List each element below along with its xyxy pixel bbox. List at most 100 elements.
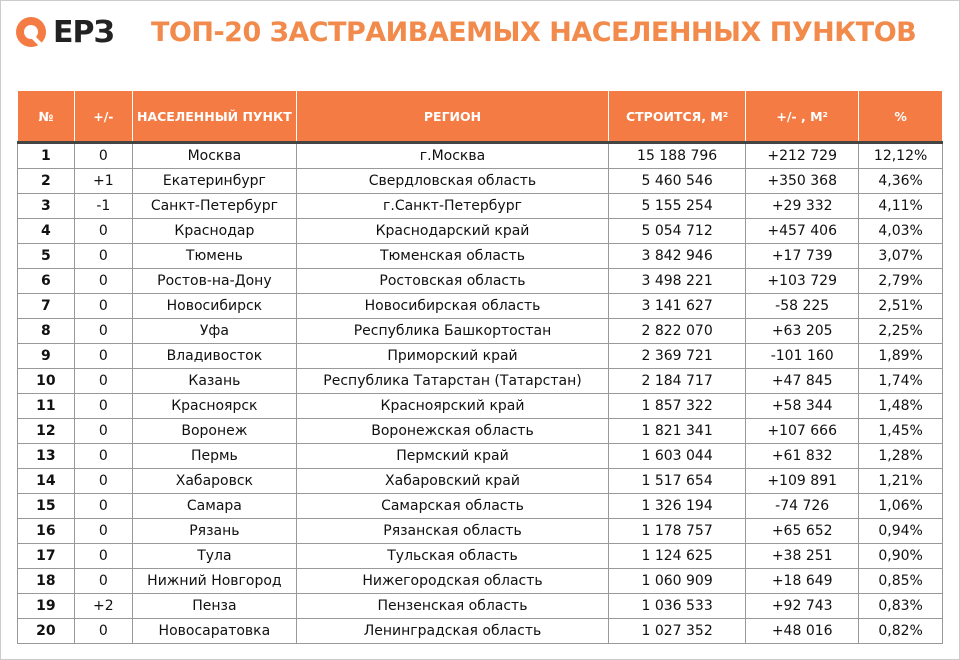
table-cell: 5 460 546 xyxy=(608,168,747,194)
table-cell: 1,21% xyxy=(858,468,943,494)
table-cell: 4,11% xyxy=(858,193,943,219)
table-cell: 1,74% xyxy=(858,368,943,394)
table-row: 8 0 Уфа Республика Башкортостан 2 822 070 +63… xyxy=(17,318,943,344)
table-cell: +350 368 xyxy=(745,168,860,194)
table-body: 1 0 Москва г.Москва 15 188 796 +212 729 12,12%… xyxy=(17,142,943,644)
table-cell: 5 054 712 xyxy=(608,218,747,244)
table-cell: +38 251 xyxy=(745,543,860,569)
table-cell: Нижний Новгород xyxy=(131,568,297,594)
table-cell: 0 xyxy=(73,418,133,444)
table-cell: +48 016 xyxy=(745,618,860,644)
table-cell: 1 036 533 xyxy=(608,593,747,619)
table-cell: +17 739 xyxy=(745,243,860,269)
table-cell: Самарская область xyxy=(295,493,610,519)
table-cell: 3 xyxy=(17,193,75,219)
table-cell: 4 xyxy=(17,218,75,244)
table-cell: 1,28% xyxy=(858,443,943,469)
table-row: 7 0 Новосибирск Новосибирская область 3 141 … xyxy=(17,293,943,319)
header-row: № +/- НАСЕЛЕННЫЙ ПУНКТ РЕГИОН СТРОИТСЯ, М² +/… xyxy=(17,90,943,144)
table-cell: 12 xyxy=(17,418,75,444)
table-cell: +103 729 xyxy=(745,268,860,294)
table-cell: 0,83% xyxy=(858,593,943,619)
table-row: 18 0 Нижний Новгород Нижегородская область 1… xyxy=(17,568,943,594)
table-cell: Хабаровский край xyxy=(295,468,610,494)
table-row: 4 0 Краснодар Краснодарский край 5 054 712 +4… xyxy=(17,218,943,244)
table-cell: +18 649 xyxy=(745,568,860,594)
table-cell: -74 726 xyxy=(745,493,860,519)
table-cell: Республика Татарстан (Татарстан) xyxy=(295,368,610,394)
table-cell: Краснодарский край xyxy=(295,218,610,244)
table-cell: Новосибирск xyxy=(131,293,297,319)
table-cell: 0,82% xyxy=(858,618,943,644)
table-cell: 1,48% xyxy=(858,393,943,419)
table-cell: 2 369 721 xyxy=(608,343,747,369)
table: № +/- НАСЕЛЕННЫЙ ПУНКТ РЕГИОН СТРОИТСЯ, М² +/… xyxy=(17,90,943,644)
table-cell: 2 822 070 xyxy=(608,318,747,344)
table-cell: +65 652 xyxy=(745,518,860,544)
table-row: 5 0 Тюмень Тюменская область 3 842 946 +17 73… xyxy=(17,243,943,269)
table-cell: 0,85% xyxy=(858,568,943,594)
table-cell: +63 205 xyxy=(745,318,860,344)
table-cell: Пермский край xyxy=(295,443,610,469)
table-cell: +92 743 xyxy=(745,593,860,619)
table-cell: Тульская область xyxy=(295,543,610,569)
table-cell: 10 xyxy=(17,368,75,394)
table-cell: Рязань xyxy=(131,518,297,544)
table-cell: Рязанская область xyxy=(295,518,610,544)
table-cell: 0 xyxy=(73,142,133,169)
table-cell: +457 406 xyxy=(745,218,860,244)
table-cell: 13 xyxy=(17,443,75,469)
table-cell: 3 498 221 xyxy=(608,268,747,294)
table-row: 15 0 Самара Самарская область 1 326 194 -74 7… xyxy=(17,493,943,519)
table-row: 9 0 Владивосток Приморский край 2 369 721 -10… xyxy=(17,343,943,369)
table-cell: Тюмень xyxy=(131,243,297,269)
table-cell: 1 124 625 xyxy=(608,543,747,569)
table-cell: +58 344 xyxy=(745,393,860,419)
table-cell: 8 xyxy=(17,318,75,344)
table-cell: 5 xyxy=(17,243,75,269)
column-header: НАСЕЛЕННЫЙ ПУНКТ xyxy=(131,90,297,144)
table-cell: 0 xyxy=(73,218,133,244)
table-row: 11 0 Красноярск Красноярский край 1 857 322 +… xyxy=(17,393,943,419)
table-cell: 15 xyxy=(17,493,75,519)
table-cell: 0 xyxy=(73,268,133,294)
table-cell: 0 xyxy=(73,443,133,469)
table-row: 17 0 Тула Тульская область 1 124 625 +38 251 0… xyxy=(17,543,943,569)
table-row: 19 +2 Пенза Пензенская область 1 036 533 +92 … xyxy=(17,593,943,619)
column-header: +/- xyxy=(73,90,133,144)
table-cell: Пензенская область xyxy=(295,593,610,619)
table-cell: 6 xyxy=(17,268,75,294)
table-cell: 19 xyxy=(17,593,75,619)
table-cell: 1 060 909 xyxy=(608,568,747,594)
table-cell: Пенза xyxy=(131,593,297,619)
table-cell: -58 225 xyxy=(745,293,860,319)
table-cell: +29 332 xyxy=(745,193,860,219)
table-cell: 9 xyxy=(17,343,75,369)
table-cell: +1 xyxy=(73,168,133,194)
table-cell: 2 184 717 xyxy=(608,368,747,394)
table-cell: 2,51% xyxy=(858,293,943,319)
table-cell: Новосаратовка xyxy=(131,618,297,644)
table-cell: 0 xyxy=(73,618,133,644)
table-cell: -1 xyxy=(73,193,133,219)
table-cell: -101 160 xyxy=(745,343,860,369)
table-cell: г.Санкт-Петербург xyxy=(295,193,610,219)
table-cell: 0,90% xyxy=(858,543,943,569)
table-cell: Свердловская область xyxy=(295,168,610,194)
table-row: 16 0 Рязань Рязанская область 1 178 757 +65 6… xyxy=(17,518,943,544)
table-cell: 1 178 757 xyxy=(608,518,747,544)
table-cell: 3 842 946 xyxy=(608,243,747,269)
table-cell: Екатеринбург xyxy=(131,168,297,194)
table-cell: Самара xyxy=(131,493,297,519)
table-cell: Ленинградская область xyxy=(295,618,610,644)
column-header: +/- , М² xyxy=(745,90,860,144)
table-cell: Владивосток xyxy=(131,343,297,369)
table-cell: 18 xyxy=(17,568,75,594)
table-cell: 0 xyxy=(73,368,133,394)
table-cell: 1 027 352 xyxy=(608,618,747,644)
table-cell: 2,79% xyxy=(858,268,943,294)
table-cell: Краснодар xyxy=(131,218,297,244)
table-cell: Красноярский край xyxy=(295,393,610,419)
table-cell: 1 517 654 xyxy=(608,468,747,494)
table-cell: 0 xyxy=(73,243,133,269)
